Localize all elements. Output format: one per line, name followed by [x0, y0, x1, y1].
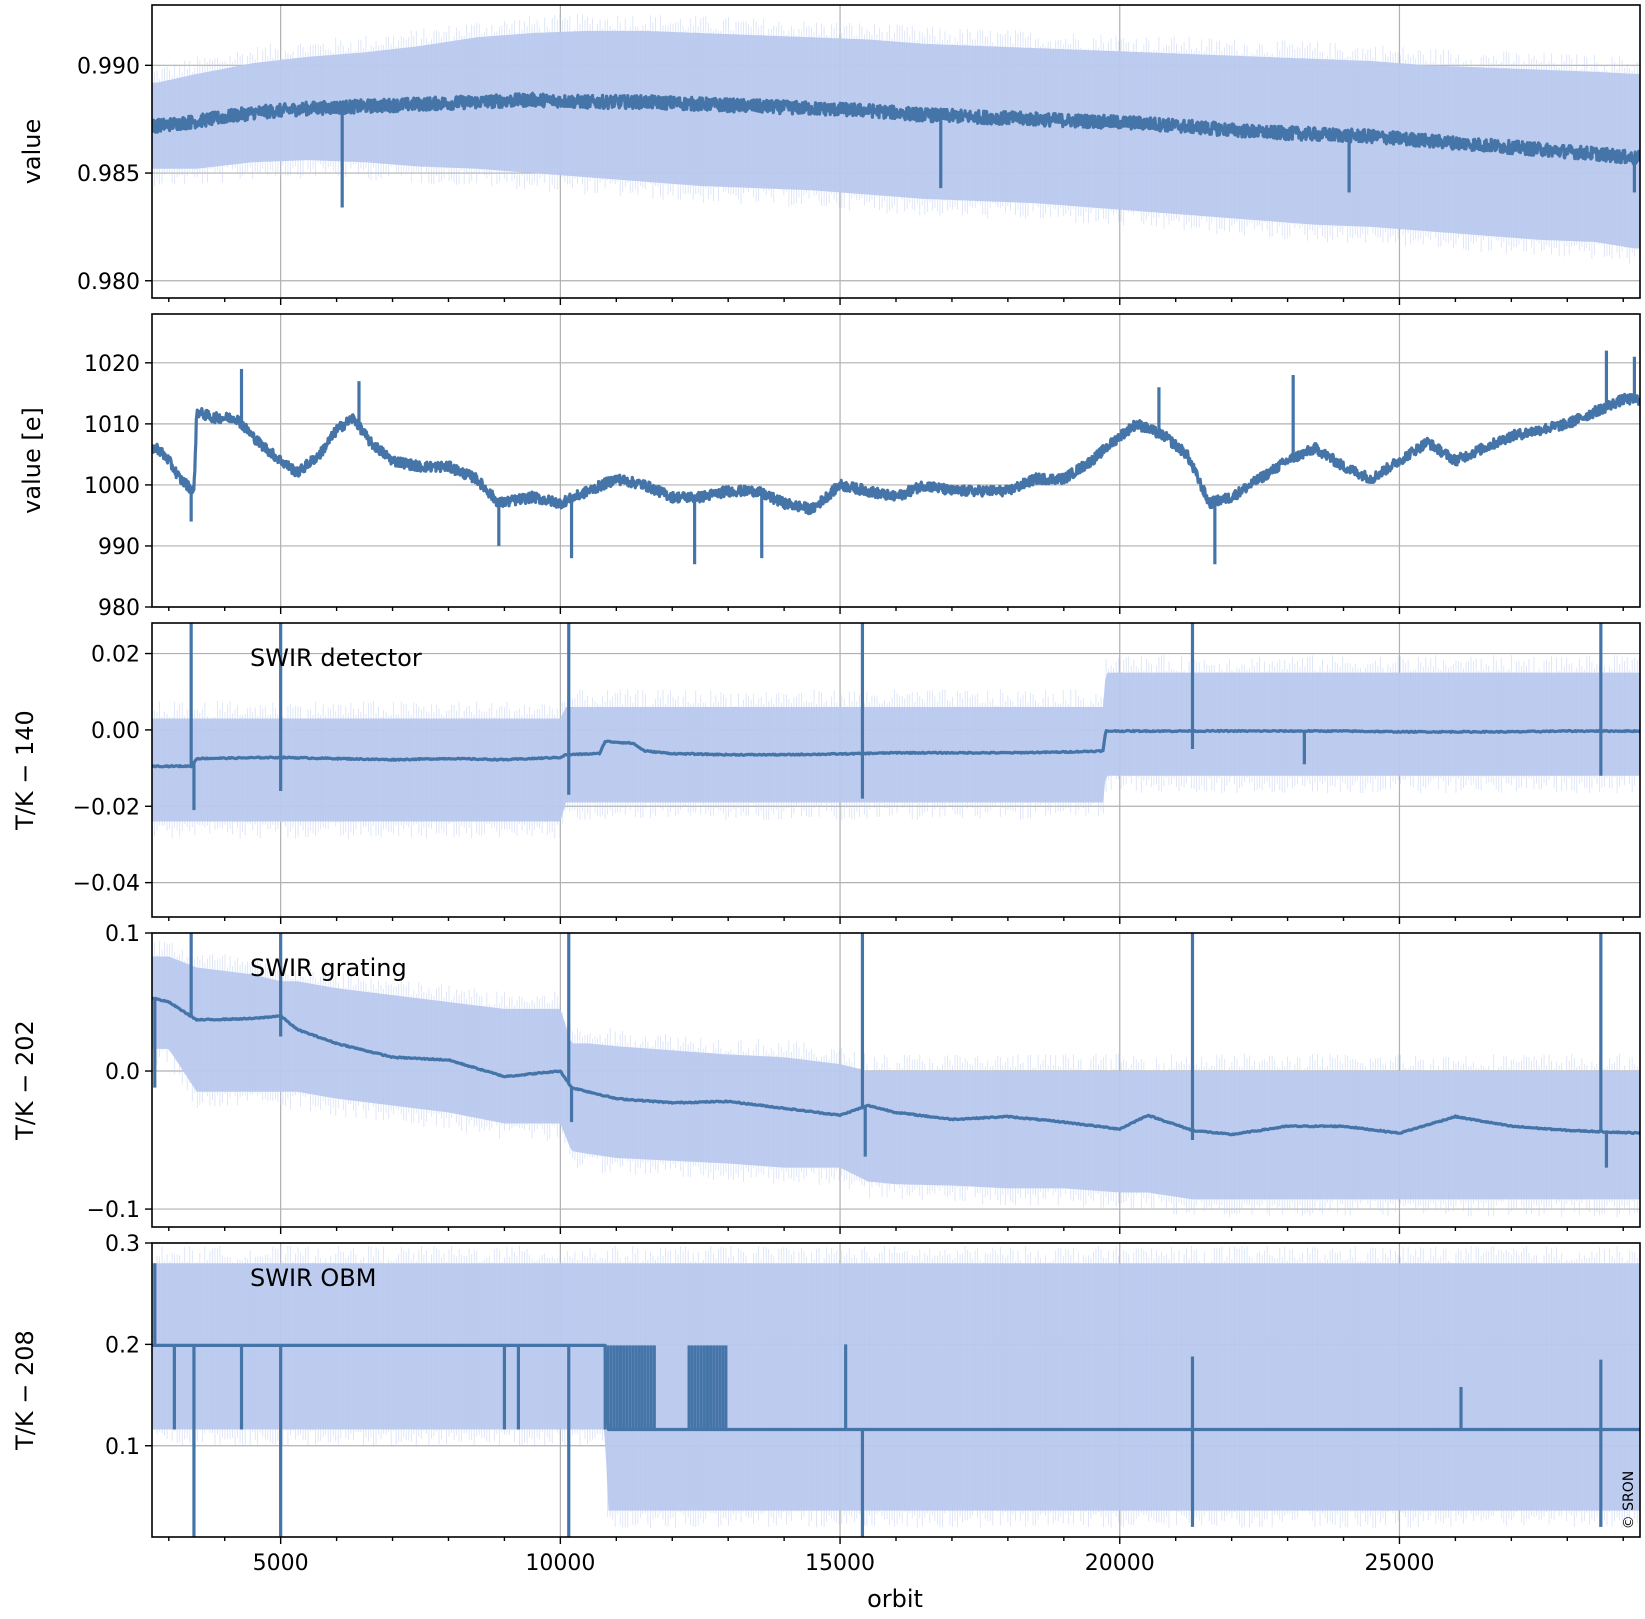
y-ticks: −0.04 −0.02 0.00 0.02: [73, 643, 152, 897]
y-tick-label: 0.1: [105, 922, 140, 947]
spikes: [153, 1263, 1603, 1537]
x-tick-label: 5000: [253, 1551, 309, 1576]
y-tick-label: 0.2: [105, 1333, 140, 1358]
x-tick-label: 10000: [525, 1551, 595, 1576]
y-tick-label: 1000: [84, 474, 140, 499]
y-tick-label: −0.02: [73, 795, 140, 820]
panel-4: −0.1 0.0 0.1 T/K − 202 SWIR grating: [11, 922, 1641, 1234]
series-line: [152, 392, 1640, 516]
panel-2: 980 990 1000 1010 1020 value [e]: [18, 313, 1641, 621]
plot-area: [152, 623, 1640, 840]
x-tick-label: 20000: [1085, 1551, 1155, 1576]
uncertainty-band: [152, 956, 1640, 1200]
panel-annotation: SWIR grating: [250, 954, 407, 982]
y-tick-label: 0.3: [105, 1232, 140, 1257]
grid: [152, 314, 1640, 608]
panel-annotation: SWIR OBM: [250, 1264, 376, 1292]
series-line: [152, 1343, 1640, 1432]
spikes: [189, 623, 1603, 811]
axes-frame: [151, 313, 1641, 608]
panel-5: 0.1 0.2 0.3 T/K − 208 SWIR OBM 5000 10000 15000…: [11, 1232, 1641, 1576]
y-tick-label: 0.00: [91, 719, 140, 744]
panels: 0.980 0.985 0.990 value 980 990 1000 1010 1020 va…: [11, 4, 1641, 1576]
x-ticks: [168, 607, 1624, 614]
y-tick-label: 0.985: [77, 162, 140, 187]
x-ticks: [168, 917, 1624, 924]
y-tick-label: 0.980: [77, 270, 140, 295]
plot-area: [152, 13, 1640, 264]
plot-area: [152, 350, 1640, 565]
y-tick-label: 0.0: [105, 1060, 140, 1085]
x-axis-label: orbit: [867, 1585, 923, 1613]
x-ticks: [168, 1537, 1624, 1544]
toggle-lines: [603, 1345, 728, 1430]
y-axis-label: T/K − 202: [11, 1020, 39, 1141]
series-line: [152, 91, 1640, 165]
y-tick-label: 1010: [84, 413, 140, 438]
band-whiskers: [152, 1245, 1640, 1529]
spikes: [340, 107, 1637, 208]
x-tick-label: 25000: [1364, 1551, 1434, 1576]
y-ticks: −0.1 0.0 0.1: [87, 922, 152, 1223]
series-line: [152, 996, 1640, 1137]
y-ticks: 0.1 0.2 0.3: [105, 1232, 152, 1460]
panel-3: −0.04 −0.02 0.00 0.02 T/K − 140 SWIR detector: [11, 622, 1641, 924]
y-axis-label: value: [18, 119, 46, 185]
y-axis-label: value [e]: [18, 407, 46, 514]
x-ticks: [168, 298, 1624, 305]
panel-annotation: SWIR detector: [250, 644, 422, 672]
series-line: [152, 728, 1640, 769]
spikes: [153, 933, 1609, 1168]
x-tick-label: 15000: [805, 1551, 875, 1576]
y-tick-label: 0.990: [77, 54, 140, 79]
y-axis-label: T/K − 208: [11, 1330, 39, 1451]
uncertainty-band: [152, 30, 1640, 249]
y-tick-label: −0.04: [73, 872, 140, 897]
y-ticks: 0.980 0.985 0.990: [77, 54, 152, 295]
uncertainty-band: [152, 672, 1640, 822]
uncertainty-band: [152, 1263, 1640, 1511]
y-tick-label: 0.1: [105, 1435, 140, 1460]
plot-area: [152, 933, 1640, 1218]
y-tick-label: 1020: [84, 352, 140, 377]
y-tick-label: 0.02: [91, 643, 140, 668]
copyright-label: © SRON: [1621, 1471, 1637, 1530]
y-tick-label: 980: [98, 596, 140, 621]
y-tick-label: 990: [98, 535, 140, 560]
y-ticks: 980 990 1000 1010 1020: [84, 352, 152, 621]
panel-1: 0.980 0.985 0.990 value: [18, 4, 1641, 305]
spikes: [189, 350, 1637, 565]
plot-area: [152, 1245, 1640, 1537]
x-ticks: [168, 1227, 1624, 1234]
y-axis-label: T/K − 140: [11, 710, 39, 831]
y-tick-label: −0.1: [87, 1198, 140, 1223]
